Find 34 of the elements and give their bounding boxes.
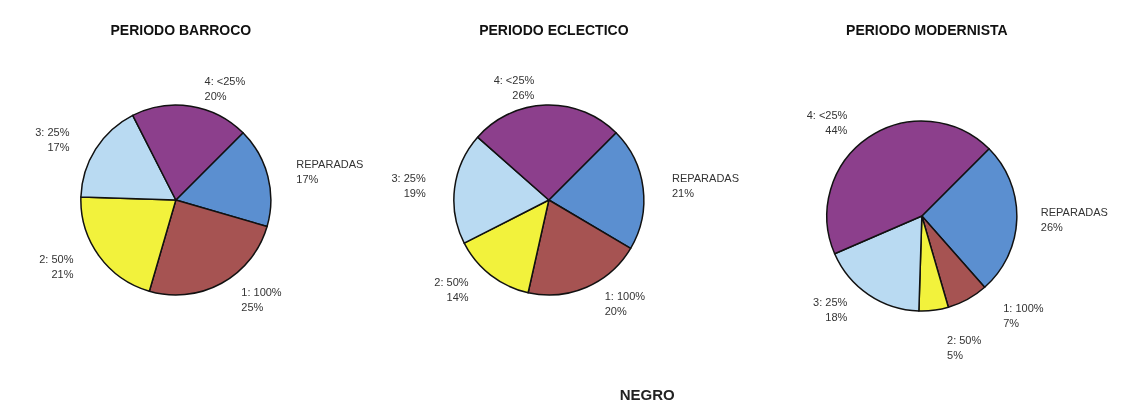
- chart-title: PERIODO ECLECTICO: [479, 22, 629, 38]
- slice-label: 3: 25%: [813, 295, 848, 308]
- slice-label: 4: <25%: [204, 74, 246, 87]
- data-label: 20%: [604, 305, 627, 318]
- text: NEGRO: [619, 386, 676, 403]
- chart-title: PERIODO MODERNISTA: [846, 22, 1008, 38]
- slice-label: 3: 25%: [391, 172, 426, 185]
- data-label: 21%: [51, 267, 74, 280]
- slice-label: 2: 50%: [434, 275, 469, 288]
- data-label: 21%: [671, 187, 695, 200]
- chart-title: PERIODO BARROCO: [110, 22, 252, 38]
- data-label: 19%: [403, 187, 426, 200]
- slice-label: 1: 100%: [241, 285, 282, 298]
- slice-label: 4: <25%: [806, 109, 848, 122]
- data-label: 17%: [47, 140, 70, 153]
- slice-label: REPARADAS: [671, 172, 740, 185]
- slice-label: 2: 50%: [39, 252, 74, 265]
- slice-label: REPARADAS: [296, 158, 364, 171]
- slice-label: 1: 100%: [1003, 301, 1044, 314]
- data-label: 17%: [296, 173, 319, 186]
- slice-label: 1: 100%: [604, 290, 646, 303]
- slice-label: 2: 50%: [947, 333, 982, 346]
- slice-label: 3: 25%: [35, 125, 70, 138]
- data-label: 18%: [825, 310, 848, 323]
- data-label: 20%: [204, 89, 227, 102]
- slice-label: REPARADAS: [1040, 206, 1108, 219]
- data-label: 7%: [1003, 316, 1020, 329]
- data-label: 26%: [1040, 221, 1064, 234]
- data-label: 5%: [947, 348, 964, 361]
- data-label: 25%: [241, 300, 264, 313]
- data-label: 14%: [446, 290, 469, 303]
- data-label: 26%: [512, 88, 535, 101]
- slice-label: 4: <25%: [493, 73, 535, 86]
- data-label: 44%: [825, 124, 848, 137]
